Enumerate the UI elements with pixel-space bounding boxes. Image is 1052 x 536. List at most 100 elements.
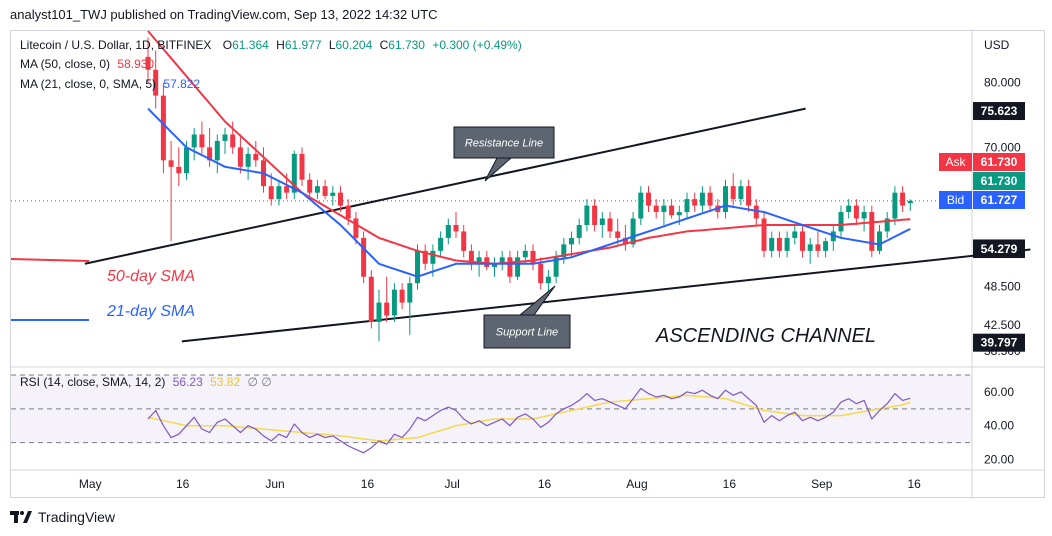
candle-body <box>746 186 752 206</box>
ma21-legend[interactable]: MA (21, close, 0, SMA, 5) 57.822 <box>20 77 200 91</box>
ma50-label: MA (50, close, 0) <box>20 57 111 71</box>
ma50-line <box>147 30 911 265</box>
time-tick-label: Jun <box>265 477 284 491</box>
candle-body <box>592 205 598 225</box>
price-badge-bg <box>973 333 1025 352</box>
candle-body <box>869 212 875 251</box>
candle-body <box>245 153 251 167</box>
candle-body <box>815 244 821 251</box>
bid-badge-text: 61.727 <box>981 193 1018 207</box>
candle-body <box>345 205 351 219</box>
candle-body <box>607 218 613 232</box>
candle-body <box>376 302 382 322</box>
rsi-ma-line <box>147 394 911 442</box>
candle-body <box>784 237 790 251</box>
candle-body <box>237 147 243 167</box>
candle-body <box>430 250 436 264</box>
candle-body <box>569 237 574 245</box>
rsi-tick-label: 40.00 <box>984 419 1014 433</box>
resistance-callout-text: Resistance Line <box>465 138 543 150</box>
candle-body <box>538 263 544 284</box>
candle <box>384 276 390 322</box>
time-tick-label: 16 <box>176 477 190 491</box>
candle <box>415 244 420 290</box>
candle <box>746 179 752 213</box>
candle-body <box>338 192 343 206</box>
candle-body <box>291 153 297 193</box>
candle <box>753 199 759 225</box>
candle-body <box>184 147 189 174</box>
candle <box>738 179 744 206</box>
candle <box>823 237 829 258</box>
candle-body <box>707 192 713 206</box>
price-badge: 54.279 <box>973 240 1025 259</box>
ask-badge-bg <box>973 153 1025 171</box>
candle <box>492 257 497 277</box>
candle-body <box>669 205 675 216</box>
candle <box>569 231 574 258</box>
sma50-swatch <box>10 258 90 262</box>
candle <box>830 224 836 251</box>
bid-label: Bid <box>947 193 964 207</box>
candle <box>723 179 728 219</box>
candle <box>499 250 505 271</box>
sma21-label: 21-day SMA <box>106 303 195 320</box>
candle-body <box>322 186 328 196</box>
time-tick-label: Aug <box>626 477 647 491</box>
candle-body <box>453 224 459 232</box>
price-badge-bg <box>973 240 1025 259</box>
candle <box>515 250 521 280</box>
ma21-line <box>147 107 911 278</box>
candle-body <box>253 153 259 161</box>
empty-set-icon: ∅ ∅ <box>247 375 272 389</box>
open-value: 61.364 <box>232 38 269 52</box>
symbol-label[interactable]: Litecoin / U.S. Dollar, 1D, BITFINEX <box>20 38 212 52</box>
resistance-callout-box <box>453 126 555 159</box>
candle-body <box>268 186 274 200</box>
candle-body <box>553 257 559 277</box>
candle <box>376 289 382 342</box>
candle <box>846 199 852 219</box>
candle-body <box>823 241 829 251</box>
rsi-legend[interactable]: RSI (14, close, SMA, 14, 2) 56.23 53.82 … <box>20 375 272 389</box>
candle-body <box>661 205 667 213</box>
candle-body <box>545 276 551 284</box>
candle <box>776 231 782 258</box>
candle-body <box>622 237 628 245</box>
candle <box>353 212 359 245</box>
candle <box>576 218 582 245</box>
support-callout-pointer <box>518 285 556 316</box>
candle <box>653 199 659 219</box>
candle-body <box>361 237 367 277</box>
candle <box>900 186 906 213</box>
candle <box>592 199 598 232</box>
candle-body <box>576 224 582 238</box>
candle <box>815 231 821 258</box>
price-badge: 39.797 <box>973 333 1025 352</box>
ask-label: Ask <box>945 155 966 169</box>
chart-frame <box>10 30 1045 498</box>
candle <box>461 224 467 258</box>
candle <box>153 50 159 109</box>
candle <box>322 179 328 200</box>
candle <box>222 127 228 154</box>
tradingview-logo-icon <box>10 511 32 523</box>
candle-body <box>492 263 497 268</box>
low-label: L <box>328 38 336 52</box>
candle-body <box>892 192 898 219</box>
candle <box>399 283 405 310</box>
candle-body <box>499 257 505 264</box>
time-tick-label: 16 <box>538 477 552 491</box>
candle <box>438 231 444 258</box>
ma50-legend[interactable]: MA (50, close, 0) 58.930 <box>20 57 154 71</box>
resistance-line <box>84 107 806 265</box>
candle <box>784 231 790 258</box>
candle <box>884 212 890 238</box>
ma21-label: MA (21, close, 0, SMA, 5) <box>20 77 157 91</box>
candle-body <box>861 212 867 219</box>
candle-body <box>299 153 305 180</box>
candle-body <box>761 218 767 251</box>
candle <box>892 186 898 225</box>
candle <box>907 199 913 211</box>
